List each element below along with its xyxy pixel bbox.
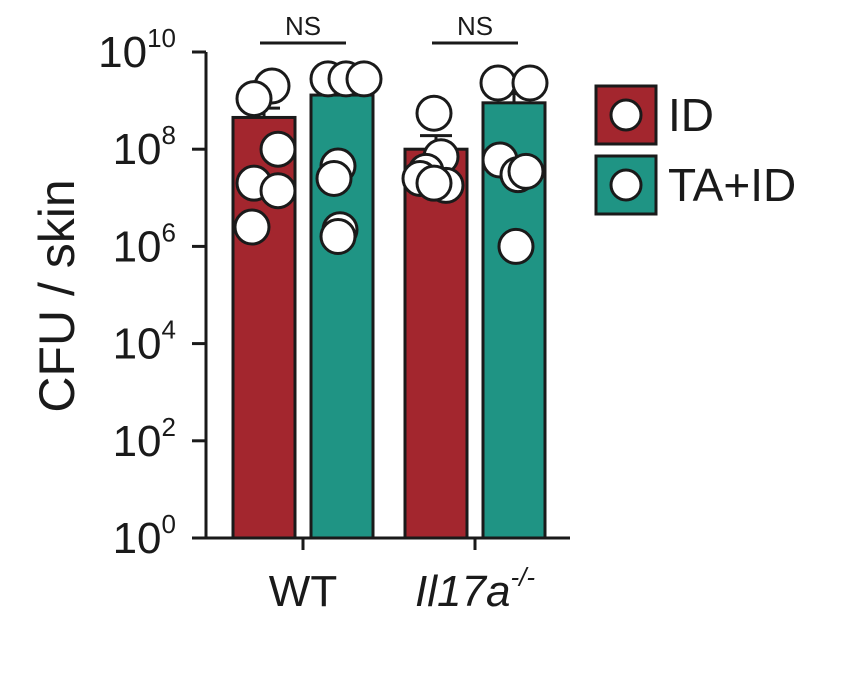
- data-point: [415, 164, 453, 202]
- legend-label: ID: [668, 89, 714, 141]
- data-point: [345, 60, 383, 98]
- data-points: [233, 60, 549, 265]
- data-point: [259, 172, 297, 210]
- y-ticks: 100 102 104 106 108 1010: [98, 23, 206, 563]
- data-point: [511, 64, 549, 102]
- data-point: [259, 130, 297, 168]
- data-point: [319, 217, 357, 255]
- y-axis-label: CFU / skin: [29, 179, 85, 412]
- y-tick-label: 102: [113, 412, 176, 466]
- y-axis-label-group: CFU / skin: [29, 179, 85, 412]
- legend-label: TA+ID: [668, 159, 796, 211]
- bar-id-1: [403, 147, 469, 540]
- y-tick-label: 108: [113, 120, 176, 174]
- significance-annotations: NS NS: [260, 11, 518, 45]
- x-category-label: Il17a-/-: [415, 562, 535, 616]
- legend-marker: [609, 98, 643, 132]
- data-point: [415, 94, 453, 132]
- data-point: [235, 80, 273, 118]
- x-category-labels: WT Il17a-/-: [269, 562, 536, 616]
- data-point: [479, 64, 517, 102]
- data-point: [233, 208, 271, 246]
- legend-marker: [609, 168, 643, 202]
- data-point: [315, 159, 353, 197]
- y-tick-label: 104: [113, 315, 176, 369]
- x-category-label: WT: [269, 567, 337, 616]
- data-point: [497, 227, 535, 265]
- y-tick-label: 106: [113, 217, 176, 271]
- y-tick-label: 1010: [98, 23, 176, 77]
- y-tick-label: 100: [113, 509, 176, 563]
- data-point: [507, 152, 545, 190]
- significance-label: NS: [457, 11, 493, 41]
- significance-label: NS: [285, 11, 321, 41]
- legend: ID TA+ID: [594, 84, 796, 216]
